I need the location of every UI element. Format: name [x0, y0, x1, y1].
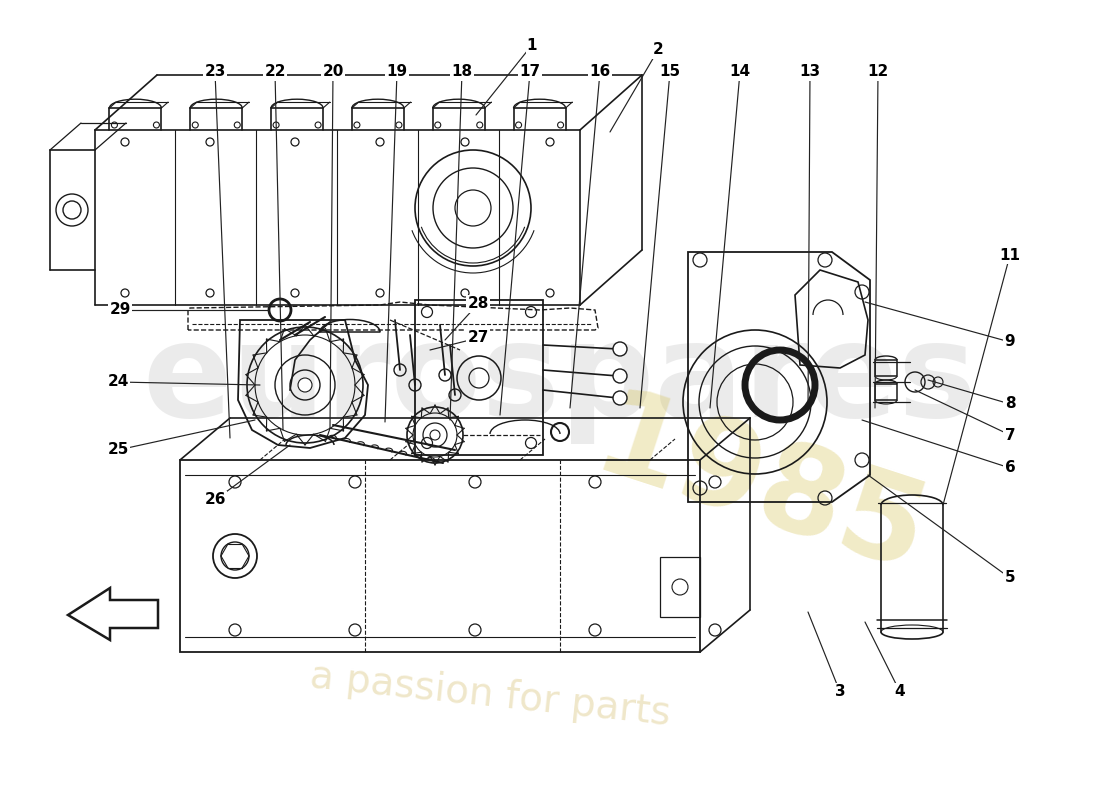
- Text: 15: 15: [659, 65, 681, 79]
- Bar: [660, 557, 700, 617]
- Text: 14: 14: [729, 65, 750, 79]
- Bar: [874, 384, 896, 400]
- Text: 25: 25: [108, 442, 129, 458]
- Text: 27: 27: [468, 330, 488, 346]
- Circle shape: [298, 378, 312, 392]
- Circle shape: [613, 391, 627, 405]
- Text: 1: 1: [527, 38, 537, 53]
- Text: 24: 24: [108, 374, 129, 390]
- Text: 23: 23: [205, 65, 225, 79]
- Text: 4: 4: [894, 685, 905, 699]
- Text: 6: 6: [1004, 461, 1015, 475]
- Text: 5: 5: [1004, 570, 1015, 586]
- Text: 9: 9: [1004, 334, 1015, 350]
- Text: 3: 3: [835, 685, 845, 699]
- Bar: [180, 460, 700, 652]
- Text: 26: 26: [205, 493, 225, 507]
- Text: 28: 28: [468, 297, 488, 311]
- Text: 19: 19: [386, 65, 408, 79]
- Text: 7: 7: [1004, 427, 1015, 442]
- Text: 22: 22: [264, 65, 286, 79]
- Text: 11: 11: [1000, 247, 1021, 262]
- Text: 1985: 1985: [580, 382, 939, 598]
- Text: 2: 2: [652, 42, 663, 58]
- Bar: [415, 300, 543, 455]
- Bar: [874, 360, 896, 376]
- Circle shape: [613, 342, 627, 356]
- Text: 17: 17: [519, 65, 540, 79]
- Circle shape: [613, 369, 627, 383]
- Text: a passion for parts: a passion for parts: [308, 657, 672, 733]
- Text: 18: 18: [451, 65, 473, 79]
- Text: 29: 29: [109, 302, 131, 318]
- Text: 8: 8: [1004, 397, 1015, 411]
- Text: 20: 20: [322, 65, 343, 79]
- Text: 13: 13: [800, 65, 821, 79]
- Text: 16: 16: [590, 65, 610, 79]
- Text: eurospares: eurospares: [143, 317, 977, 443]
- Text: 12: 12: [868, 65, 889, 79]
